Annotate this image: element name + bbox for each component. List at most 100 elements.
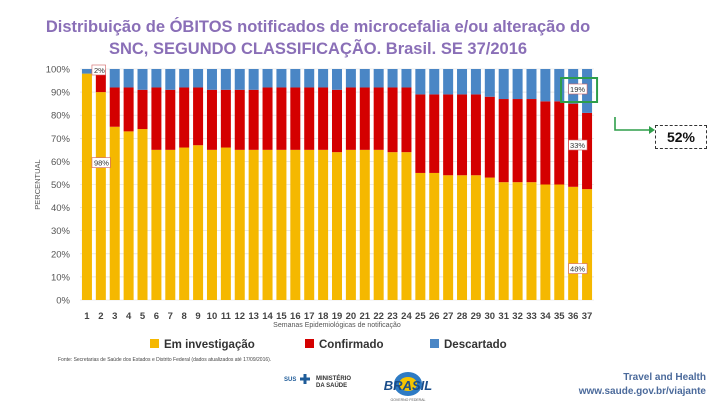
bar-descartado-se34 xyxy=(540,69,551,102)
bar-em-investiga-o-se30 xyxy=(484,177,495,300)
bar-descartado-se28 xyxy=(457,69,468,95)
annotation-box xyxy=(568,263,588,274)
x-tick-label: 24 xyxy=(401,311,412,322)
bar-confirmado-se31 xyxy=(498,99,509,183)
bar-descartado-se33 xyxy=(526,69,537,100)
side-callout-box: 52% xyxy=(655,125,707,149)
x-tick-label: 10 xyxy=(207,311,218,322)
x-tick-label: 31 xyxy=(498,311,509,322)
bar-confirmado-se15 xyxy=(276,87,287,150)
bar-confirmado-se37 xyxy=(582,112,593,190)
y-tick-label: 70% xyxy=(51,134,71,145)
bar-em-investiga-o-se7 xyxy=(165,149,176,300)
bar-descartado-se10 xyxy=(206,69,217,90)
bar-em-investiga-o-se27 xyxy=(443,175,454,300)
bar-descartado-se4 xyxy=(123,69,134,88)
legend-swatch xyxy=(305,339,314,348)
bar-descartado-se6 xyxy=(151,69,162,88)
callout-arrowhead-icon xyxy=(649,126,655,134)
x-tick-label: 23 xyxy=(387,311,398,322)
bar-descartado-se8 xyxy=(179,69,190,88)
x-tick-label: 25 xyxy=(415,311,426,322)
y-tick-label: 60% xyxy=(51,157,71,168)
bar-confirmado-se16 xyxy=(290,87,301,150)
annotation-box xyxy=(91,157,111,168)
bar-em-investiga-o-se3 xyxy=(109,126,120,300)
bar-confirmado-se12 xyxy=(234,89,245,150)
x-tick-label: 22 xyxy=(373,311,384,322)
x-tick-label: 20 xyxy=(346,311,357,322)
bar-confirmado-se18 xyxy=(318,87,329,150)
bar-em-investiga-o-se13 xyxy=(248,149,259,300)
x-tick-label: 28 xyxy=(457,311,468,322)
bar-confirmado-se20 xyxy=(345,87,356,150)
annotation-label: 48% xyxy=(570,265,585,274)
bar-em-investiga-o-se23 xyxy=(387,152,398,300)
annotation-label: 2% xyxy=(94,66,105,75)
y-axis-label: PERCENTUAL xyxy=(33,159,42,209)
bar-descartado-se23 xyxy=(387,69,398,88)
x-tick-label: 18 xyxy=(318,311,329,322)
x-tick-label: 13 xyxy=(248,311,259,322)
highlight-box xyxy=(560,77,599,103)
bar-descartado-se32 xyxy=(512,69,523,100)
x-tick-label: 14 xyxy=(262,311,273,322)
bar-em-investiga-o-se37 xyxy=(582,189,593,300)
bar-em-investiga-o-se14 xyxy=(262,149,273,300)
bar-confirmado-se17 xyxy=(304,87,315,150)
x-tick-label: 15 xyxy=(276,311,287,322)
x-tick-label: 19 xyxy=(332,311,343,322)
bar-confirmado-se5 xyxy=(137,89,148,130)
bar-confirmado-se7 xyxy=(165,89,176,150)
bar-descartado-se22 xyxy=(373,69,384,88)
x-tick-label: 34 xyxy=(540,311,551,322)
bar-em-investiga-o-se5 xyxy=(137,129,148,300)
ministerio-line-1: MINISTÉRIO xyxy=(316,376,352,382)
bar-em-investiga-o-se34 xyxy=(540,184,551,300)
bar-descartado-se18 xyxy=(318,69,329,88)
bar-em-investiga-o-se15 xyxy=(276,149,287,300)
bar-descartado-se11 xyxy=(220,69,231,90)
bar-descartado-se27 xyxy=(443,69,454,95)
bar-em-investiga-o-se9 xyxy=(193,145,204,300)
x-tick-label: 4 xyxy=(126,311,132,322)
bar-descartado-se14 xyxy=(262,69,273,88)
bar-descartado-se30 xyxy=(484,69,495,97)
x-tick-label: 21 xyxy=(359,311,370,322)
bar-confirmado-se8 xyxy=(179,87,190,148)
bar-descartado-se13 xyxy=(248,69,259,90)
bar-confirmado-se21 xyxy=(359,87,370,150)
callout-connector-line xyxy=(614,117,649,131)
x-tick-label: 1 xyxy=(84,311,90,322)
footer-url-link[interactable]: www.saude.gov.br/viajante xyxy=(578,386,706,397)
bar-descartado-se21 xyxy=(359,69,370,88)
bar-confirmado-se34 xyxy=(540,101,551,185)
bar-em-investiga-o-se33 xyxy=(526,182,537,300)
y-tick-label: 100% xyxy=(46,65,71,76)
y-tick-label: 80% xyxy=(51,111,71,122)
ministerio-line-2: DA SAÚDE xyxy=(316,382,348,389)
bar-confirmado-se30 xyxy=(484,96,495,178)
bar-descartado-se25 xyxy=(415,69,426,95)
bar-confirmado-se22 xyxy=(373,87,384,150)
bar-confirmado-se4 xyxy=(123,87,134,132)
bar-descartado-se3 xyxy=(109,69,120,88)
x-tick-label: 17 xyxy=(304,311,315,322)
bar-confirmado-se2 xyxy=(95,69,106,93)
bar-descartado-se35 xyxy=(554,69,565,102)
annotation-box xyxy=(91,64,106,76)
bar-confirmado-se11 xyxy=(220,89,231,148)
ministerio-logo: MINISTÉRIO DA SAÚDE xyxy=(316,376,356,389)
bar-descartado-se15 xyxy=(276,69,287,88)
bar-em-investiga-o-se29 xyxy=(470,175,481,300)
footer-travel-health: Travel and Health xyxy=(623,372,706,383)
bar-em-investiga-o-se11 xyxy=(220,147,231,300)
bar-em-investiga-o-se8 xyxy=(179,147,190,300)
x-tick-label: 36 xyxy=(568,311,579,322)
bar-em-investiga-o-se19 xyxy=(331,152,343,300)
bar-em-investiga-o-se24 xyxy=(401,152,412,300)
x-tick-label: 12 xyxy=(234,311,245,322)
bar-confirmado-se32 xyxy=(512,99,523,183)
